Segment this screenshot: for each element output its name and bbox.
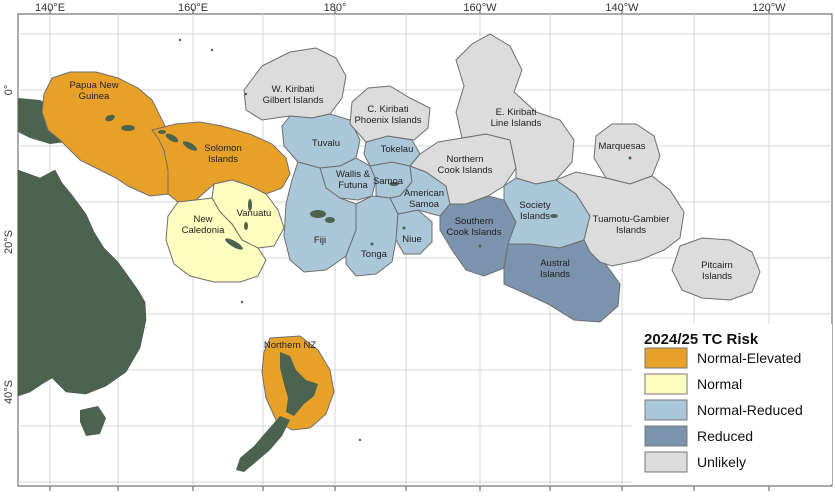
axis-label-140e: 140°E [35, 2, 65, 14]
label-tokelau: Tokelau [381, 144, 414, 155]
label-e-kiribati: E. Kiribati Line Islands [491, 107, 542, 129]
legend-label-normal-elevated: Normal-Elevated [697, 350, 801, 366]
label-niue: Niue [402, 234, 422, 245]
australia-landmass [17, 169, 147, 397]
legend-swatch-unlikely [644, 451, 688, 473]
axis-label-140w: 140°W [605, 2, 639, 14]
label-tuamotu-gambier: Tuamotu-Gambier Islands [593, 214, 670, 236]
region-papua-new-guinea [41, 71, 169, 197]
label-pitcairn-islands: Pitcairn Islands [701, 260, 733, 282]
region-c-kiribati [349, 85, 431, 143]
label-wallis-futuna: Wallis & Futuna [336, 169, 371, 191]
region-new-caledonia [165, 197, 267, 283]
region-niue [395, 209, 433, 255]
axis-label-180: 180° [324, 2, 347, 14]
label-samoa: Samoa [373, 176, 404, 187]
legend-swatch-normal-elevated [644, 347, 688, 369]
legend-swatch-normal [644, 373, 688, 395]
axis-label-0: 0° [3, 85, 15, 96]
legend-title: 2024/25 TC Risk [644, 331, 759, 348]
legend-label-normal: Normal [697, 376, 742, 392]
axis-label-160e: 160°E [178, 2, 208, 14]
axis-label-20s: 20°S [3, 230, 15, 254]
label-w-kiribati: W. Kiribati Gilbert Islands [263, 84, 324, 106]
label-solomon-islands: Solomon Islands [204, 143, 242, 165]
region-tuamotu-gambier [554, 171, 685, 267]
label-papua-new-guinea: Papua New Guinea [69, 80, 118, 102]
label-society-islands: Society Islands [519, 200, 550, 222]
axis-ticks [49, 9, 770, 491]
axis-label-120w: 120°W [752, 2, 786, 14]
axis-labels-top: 140°E 160°E 180° 160°W 140°W 120°W [35, 2, 786, 14]
legend-label-normal-reduced: Normal-Reduced [697, 402, 803, 418]
south-island-landmass [236, 416, 290, 472]
tasmania-landmass [80, 406, 106, 436]
label-american-samoa: American Samoa [404, 188, 444, 210]
legend-label-unlikely: Unlikely [697, 454, 746, 470]
region-labels: Papua New Guinea Solomon Islands Vanuatu N… [69, 80, 732, 351]
label-tuvalu: Tuvalu [312, 138, 340, 149]
label-marquesas: Marquesas [599, 141, 646, 152]
region-pitcairn-islands [671, 237, 761, 301]
label-c-kiribati: C. Kiribati Phoenix Islands [354, 104, 421, 126]
label-northern-cook: Northern Cook Islands [438, 154, 493, 176]
label-tonga: Tonga [361, 249, 388, 260]
north-island-landmass [280, 352, 318, 416]
label-fiji: Fiji [314, 235, 326, 246]
region-e-kiribati [455, 33, 575, 185]
small-islands [105, 38, 632, 442]
label-new-caledonia: New Caledonia [182, 214, 225, 236]
label-vanuatu: Vanuatu [237, 208, 272, 219]
axis-labels-left: 0° 20°S 40°S [3, 85, 15, 404]
legend: 2024/25 TC Risk Normal-Elevated Normal N… [632, 324, 832, 484]
region-austral-islands [503, 239, 621, 323]
axis-label-40s: 40°S [3, 380, 15, 404]
legend-label-reduced: Reduced [697, 428, 753, 444]
legend-swatch-reduced [644, 425, 688, 447]
region-marquesas [593, 123, 661, 185]
label-austral-islands: Austral Islands [540, 258, 570, 280]
legend-swatch-normal-reduced [644, 399, 688, 421]
axis-label-160w: 160°W [463, 2, 497, 14]
label-southern-cook: Southern Cook Islands [447, 216, 502, 238]
label-northern-nz: Northern NZ [264, 340, 316, 351]
